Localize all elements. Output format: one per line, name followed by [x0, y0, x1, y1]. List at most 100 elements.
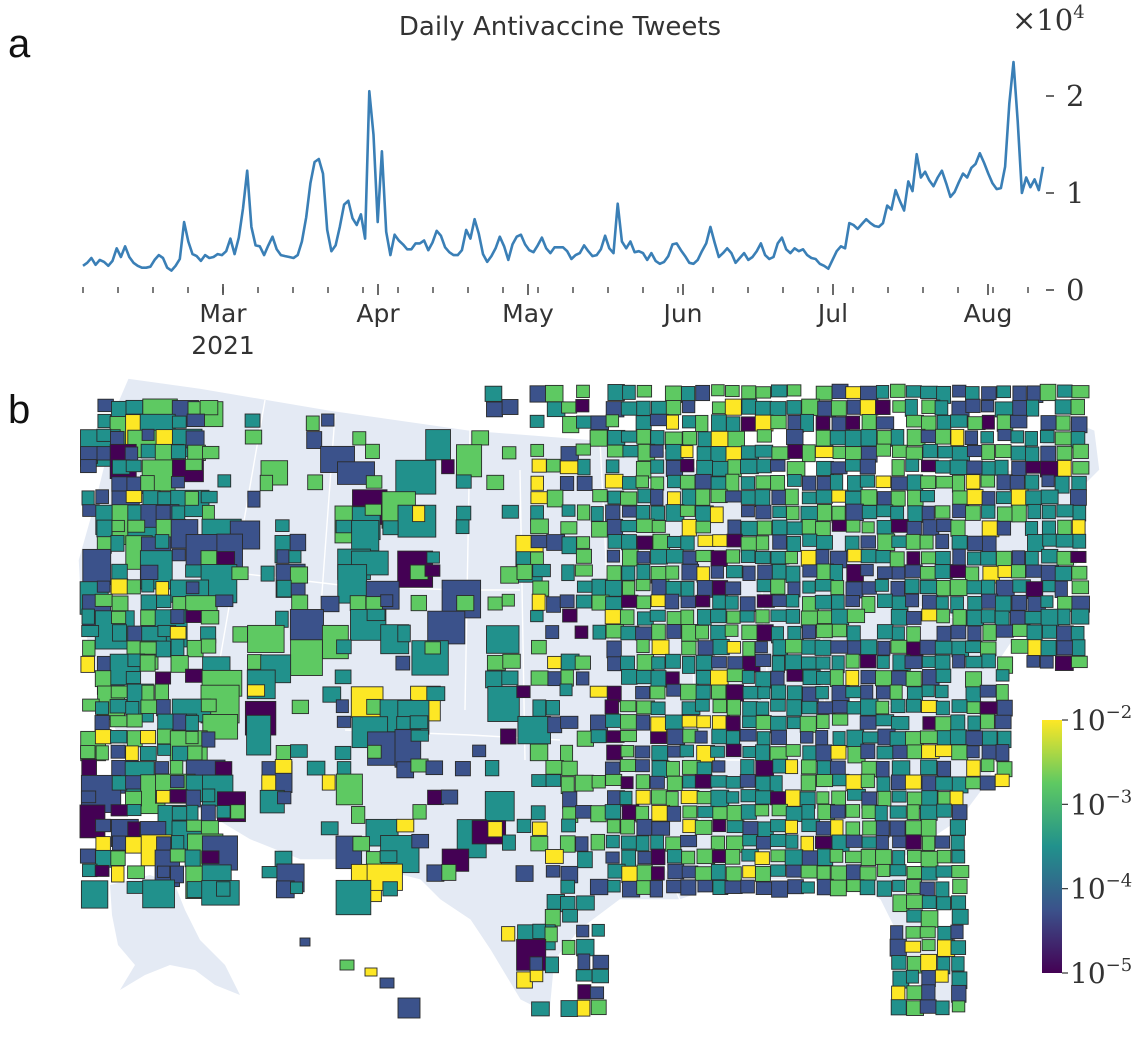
county	[725, 866, 742, 884]
county	[484, 385, 503, 402]
county	[770, 729, 787, 745]
county	[905, 385, 922, 398]
county	[1025, 550, 1039, 566]
county	[1040, 639, 1057, 657]
county	[801, 624, 817, 639]
county	[1070, 625, 1085, 642]
county	[951, 535, 968, 550]
county	[681, 850, 696, 865]
county	[921, 655, 936, 668]
county	[921, 684, 935, 698]
county	[455, 519, 470, 535]
county	[786, 669, 803, 682]
county	[636, 518, 655, 533]
county	[139, 746, 157, 762]
county	[575, 548, 592, 564]
county	[847, 548, 864, 563]
county	[125, 790, 142, 807]
county	[860, 849, 877, 867]
county	[904, 655, 923, 669]
county	[875, 670, 894, 687]
county	[725, 385, 740, 398]
county	[185, 581, 200, 595]
county	[651, 656, 666, 670]
county	[800, 759, 817, 775]
county	[757, 686, 771, 700]
y-tick-label: 2	[1066, 79, 1084, 113]
county	[742, 701, 758, 718]
x-tick-label: Jun	[661, 299, 702, 328]
county	[694, 819, 713, 835]
county	[576, 536, 591, 549]
county	[755, 609, 770, 624]
county	[502, 653, 521, 669]
county	[501, 446, 517, 460]
county	[742, 834, 758, 847]
county	[650, 716, 667, 733]
county	[199, 400, 219, 416]
county	[875, 475, 892, 489]
colorbar-ticks: 10−5 10−4 10−3 10−2	[1062, 702, 1132, 990]
hawaii-island	[379, 977, 395, 989]
county	[680, 609, 695, 626]
county	[832, 700, 850, 714]
county	[170, 655, 189, 673]
county	[725, 743, 742, 758]
county	[994, 773, 1010, 788]
county	[996, 385, 1011, 399]
county	[576, 999, 591, 1017]
county	[216, 881, 231, 897]
county	[1010, 430, 1024, 444]
county	[560, 1000, 579, 1017]
county	[784, 551, 798, 565]
county	[320, 595, 340, 613]
county	[1010, 564, 1026, 579]
county	[592, 489, 608, 503]
county	[667, 491, 681, 507]
line-chart: Mar 2021 Apr May Jun Jul Aug 0 1 2 ×104	[82, 2, 1085, 360]
county	[845, 669, 860, 687]
county	[111, 595, 129, 614]
county	[786, 400, 802, 415]
county	[802, 580, 816, 594]
county	[1040, 415, 1057, 431]
county	[934, 505, 951, 519]
county	[829, 879, 847, 897]
county	[184, 490, 199, 506]
county	[605, 414, 620, 428]
county	[650, 834, 664, 851]
county	[650, 548, 668, 565]
county	[155, 671, 172, 685]
county	[156, 594, 172, 609]
county	[799, 715, 817, 733]
county	[741, 505, 755, 518]
county	[364, 503, 382, 516]
county	[696, 791, 712, 805]
county	[770, 864, 786, 877]
county	[544, 956, 559, 974]
county	[846, 399, 863, 415]
county	[620, 776, 634, 790]
county	[501, 399, 519, 415]
county	[920, 910, 939, 928]
county	[545, 625, 560, 639]
x-tick-label: Aug	[964, 299, 1013, 328]
county	[966, 759, 981, 777]
county	[125, 459, 142, 473]
county	[636, 428, 651, 445]
county	[680, 535, 695, 551]
county	[1057, 608, 1071, 626]
county	[501, 670, 519, 686]
county	[425, 760, 444, 776]
county	[696, 566, 710, 583]
county	[322, 686, 342, 703]
county	[201, 731, 216, 748]
county	[816, 623, 833, 639]
county	[650, 430, 665, 446]
county	[487, 821, 503, 838]
county	[1071, 580, 1090, 595]
county	[816, 503, 833, 522]
county	[710, 565, 724, 579]
county	[424, 564, 441, 577]
county	[952, 490, 970, 506]
